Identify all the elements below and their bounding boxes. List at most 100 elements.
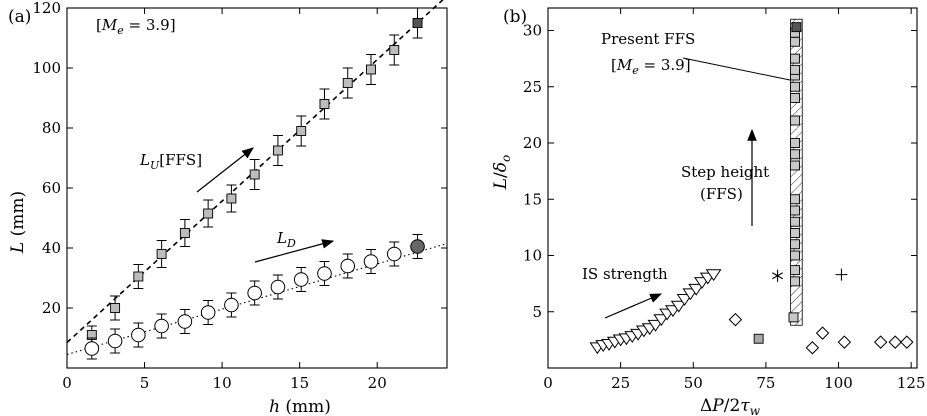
ld-point <box>363 254 379 269</box>
asterisk-points <box>772 269 784 282</box>
diamonds-points <box>728 312 914 355</box>
square-marker <box>790 228 800 238</box>
panel-b-ytick-label: 30 <box>523 22 542 40</box>
panel-a-xtick-label: 5 <box>140 374 150 392</box>
panel-b-ytick-label: 15 <box>523 190 542 208</box>
ld-point <box>317 266 332 281</box>
triangle-down-marker <box>688 283 705 296</box>
panel-b-ytick-label: 25 <box>523 78 542 96</box>
panel-a-ticks: 0 5 10 15 20 20 40 60 80 100 120 <box>32 0 447 392</box>
square-marker <box>790 81 800 92</box>
square-marker <box>790 115 800 126</box>
lu-point <box>203 208 214 219</box>
square-marker <box>790 160 800 171</box>
diamond-marker <box>873 335 888 349</box>
lu-point <box>272 145 283 156</box>
lu-point <box>249 169 260 180</box>
panel-b-xtick-label: 50 <box>684 374 703 392</box>
panel-a: 0 5 10 15 20 20 40 60 80 100 120 (a) [Me = 3.9] L … <box>8 0 448 416</box>
ld-fit-line <box>66 242 448 356</box>
triangle-down-marker <box>670 300 687 313</box>
panel-a-ytick-label: 120 <box>32 0 61 17</box>
ld-point <box>386 246 402 262</box>
panel-b-ytick-label: 10 <box>523 247 542 265</box>
panel-b-plot-frame <box>547 7 918 369</box>
diamond-marker <box>888 335 902 349</box>
ld-point <box>177 314 193 329</box>
asterisk-marker <box>772 269 784 282</box>
ld-point <box>410 239 425 254</box>
diamond-marker <box>815 326 830 340</box>
diamond-marker <box>900 335 914 349</box>
panel-b-ytick-label: 5 <box>532 303 542 321</box>
lu-point <box>226 193 237 204</box>
panel-a-ytick-label: 100 <box>32 59 61 77</box>
ld-point <box>224 297 239 313</box>
triangle-down-marker <box>647 319 664 332</box>
panel-b-series <box>589 22 914 355</box>
plus-points <box>835 268 848 281</box>
panel-a-xtick-label: 0 <box>62 374 72 392</box>
panel-a-ld-label: LD <box>276 229 296 250</box>
panel-a-lu-arrow <box>196 147 254 193</box>
diamond-marker <box>837 335 852 349</box>
square-marker <box>790 216 800 227</box>
panel-b-xtick-label: 100 <box>824 374 853 392</box>
panel-a-fit-lines <box>66 0 448 356</box>
panel-b-ticks: 0 25 50 75 100 125 5 10 15 20 25 30 <box>523 8 926 392</box>
panel-a-xtick-label: 20 <box>368 374 387 392</box>
ld-series-points <box>84 234 425 360</box>
panel-b-xtick-label: 25 <box>611 374 630 392</box>
panel-a-ytick-label: 60 <box>42 179 61 197</box>
panel-b-xlabel: ΔP/2τw <box>700 396 761 416</box>
panel-b-xtick-label: 125 <box>897 374 926 392</box>
panel-a-ytick-label: 20 <box>42 299 61 317</box>
panel-a-series <box>84 7 425 360</box>
step-height-label: Step height <box>681 163 769 181</box>
triangle-down-marker <box>676 293 693 306</box>
ld-point <box>107 333 123 349</box>
present-ffs-label: Present FFS <box>601 30 695 48</box>
panel-a-label: (a) <box>8 7 31 27</box>
lu-point <box>319 99 330 109</box>
panel-a-xlabel: h (mm) <box>269 397 331 416</box>
square-marker <box>790 149 800 160</box>
panel-b-label: (b) <box>503 7 527 27</box>
square-marker <box>790 276 800 287</box>
lu-point <box>296 126 307 136</box>
square-marker <box>790 239 800 250</box>
panel-a-ytick-label: 40 <box>42 239 61 257</box>
panel-a-lu-label: LU[FFS] <box>139 151 202 172</box>
panel-b-ytick-label: 20 <box>523 134 542 152</box>
square-marker <box>791 22 802 33</box>
lu-point <box>366 64 376 75</box>
ld-point <box>84 341 100 356</box>
ld-point <box>131 327 146 343</box>
square-marker <box>788 312 799 323</box>
plus-marker <box>835 268 848 281</box>
diamond-marker <box>805 341 820 355</box>
lu-point <box>179 228 190 238</box>
panel-a-plot-frame <box>66 7 448 369</box>
ld-point <box>293 272 309 287</box>
panel-a-ytick-label: 80 <box>42 119 61 137</box>
is-strength-points <box>589 269 722 355</box>
diamond-marker <box>728 312 743 327</box>
square-marker <box>790 194 800 205</box>
present-ffs-points <box>788 22 802 323</box>
lu-point <box>342 78 353 88</box>
panel-a-xtick-label: 15 <box>290 374 309 392</box>
lu-point <box>156 249 167 259</box>
panel-b-xtick-label: 0 <box>543 374 553 392</box>
ld-point <box>247 285 262 301</box>
lu-series-points <box>86 7 423 345</box>
panel-a-ld-arrow <box>254 239 335 263</box>
panel-b: 0 25 50 75 100 125 5 10 15 20 25 30 (b) Present FFS… <box>491 7 926 416</box>
triangle-down-marker <box>653 314 670 327</box>
panel-b-ylabel: L/δo <box>491 155 513 191</box>
lu-fit-line <box>66 0 444 344</box>
panel-a-xtick-label: 10 <box>213 374 232 392</box>
lu-point <box>133 271 144 282</box>
is-strength-label: IS strength <box>582 265 668 283</box>
